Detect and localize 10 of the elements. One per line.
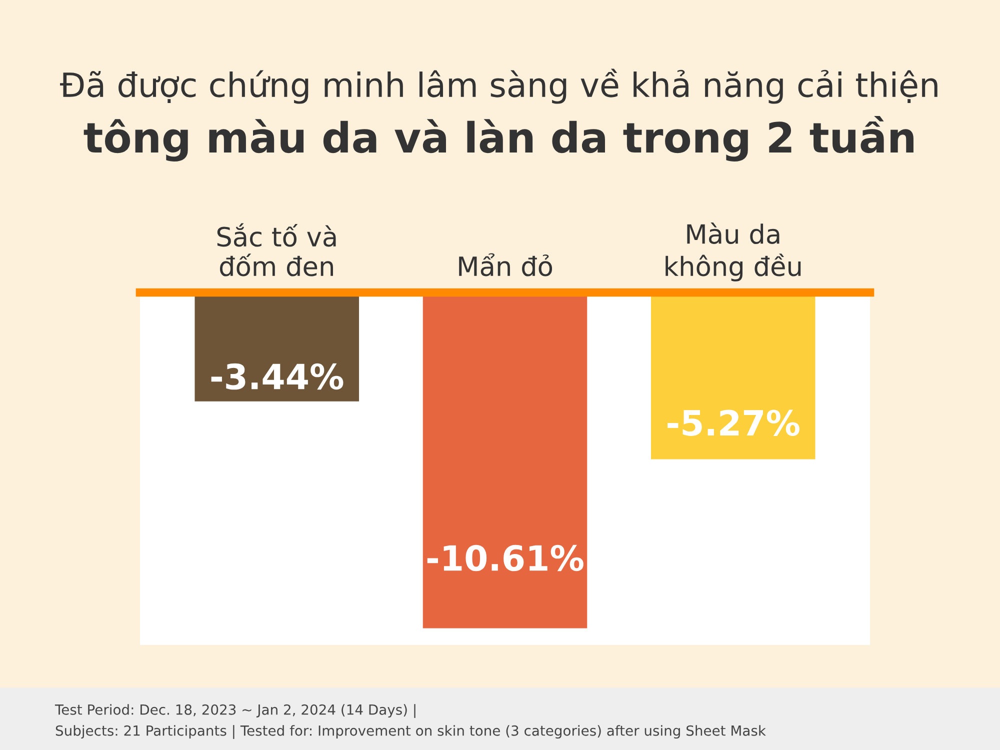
- data-label: -10.61%: [427, 544, 584, 572]
- x-tick-label: Mẩn đỏ: [459, 253, 552, 276]
- text: Subjects: 21 Participants | Tested for: Improvement on skin tone (3 categories) after using Sheet Mask: [56, 725, 766, 739]
- x-tick-label: Sắc tố và đốm đen: [217, 223, 336, 276]
- chart-subtitle: tông màu da và làn da trong 2 tuần: [84, 116, 914, 162]
- chart-title: Đã được chứng minh lâm sàng về khả năng cải thiện: [60, 68, 938, 104]
- text: Test Period: Dec. 18, 2023 ~ Jan 2, 2024 (14 Days) |: [54, 704, 416, 718]
- data-label: -5.27%: [668, 410, 800, 436]
- data-label: -3.44%: [211, 363, 344, 390]
- x-tick-label: Màu da không đều: [666, 222, 801, 282]
